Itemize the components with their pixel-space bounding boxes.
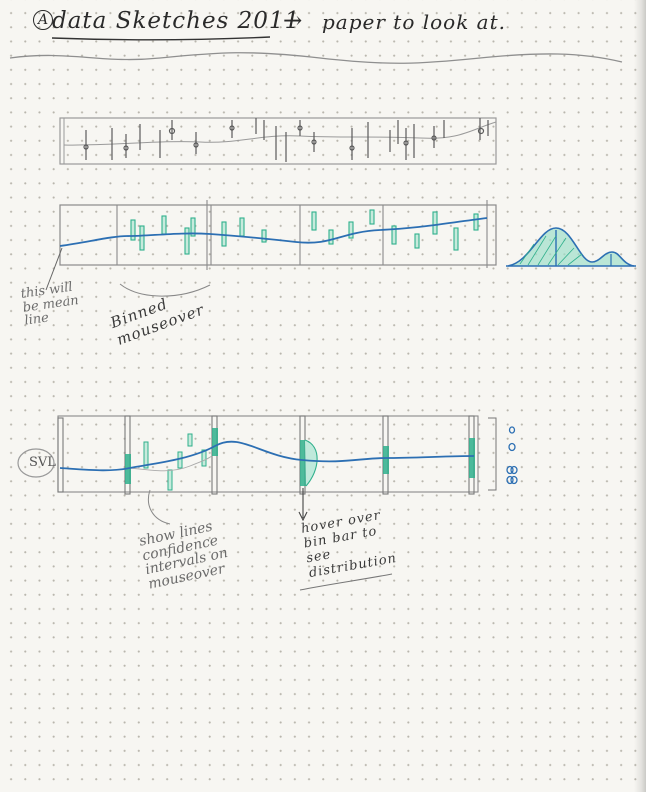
sketch2-bracket xyxy=(119,283,211,297)
sketch-svl-chart xyxy=(17,415,518,591)
circle-marks-icon xyxy=(506,426,518,485)
sketch3-confidence-lines xyxy=(129,455,213,472)
title-subtitle: paper to look at. xyxy=(322,10,506,34)
sketch2-pointer-line xyxy=(45,247,63,291)
sketch2-bin-dividers xyxy=(116,200,488,270)
sketch2-mean-line xyxy=(59,217,488,247)
sketch-binned-chart xyxy=(45,200,636,297)
sketch1-trend-line xyxy=(63,121,497,146)
sketch-errorbar-chart xyxy=(59,117,497,165)
title-underline xyxy=(51,36,271,41)
notebook-binding-shadow xyxy=(634,0,646,792)
distribution-curve xyxy=(506,227,636,267)
sketch3-bin-dividers xyxy=(57,415,475,495)
hover-note-underline xyxy=(299,573,393,591)
section-divider xyxy=(9,52,623,64)
page-title: data Sketches 2011 xyxy=(52,8,301,34)
svl-circle xyxy=(17,448,55,478)
sketch3-distribution-bump xyxy=(304,439,318,487)
sketch3-teal-bars xyxy=(143,433,207,491)
sketch3-frame xyxy=(57,415,479,493)
sketch2-teal-bars xyxy=(130,209,479,255)
sketch3-right-bracket xyxy=(488,417,497,491)
hover-pointer-arrow xyxy=(298,488,308,522)
sketch2-frame xyxy=(59,204,497,266)
svl-label: SVL xyxy=(29,455,56,470)
confidence-pointer xyxy=(147,489,171,525)
sketch1-error-bars xyxy=(83,118,489,162)
sketch1-frame xyxy=(59,117,497,165)
sketch3-mean-line xyxy=(59,440,475,472)
mean-line-note: this will be mean line xyxy=(19,279,80,329)
circled-letter-icon: A xyxy=(33,10,53,30)
right-arrow-icon: → xyxy=(283,8,304,34)
